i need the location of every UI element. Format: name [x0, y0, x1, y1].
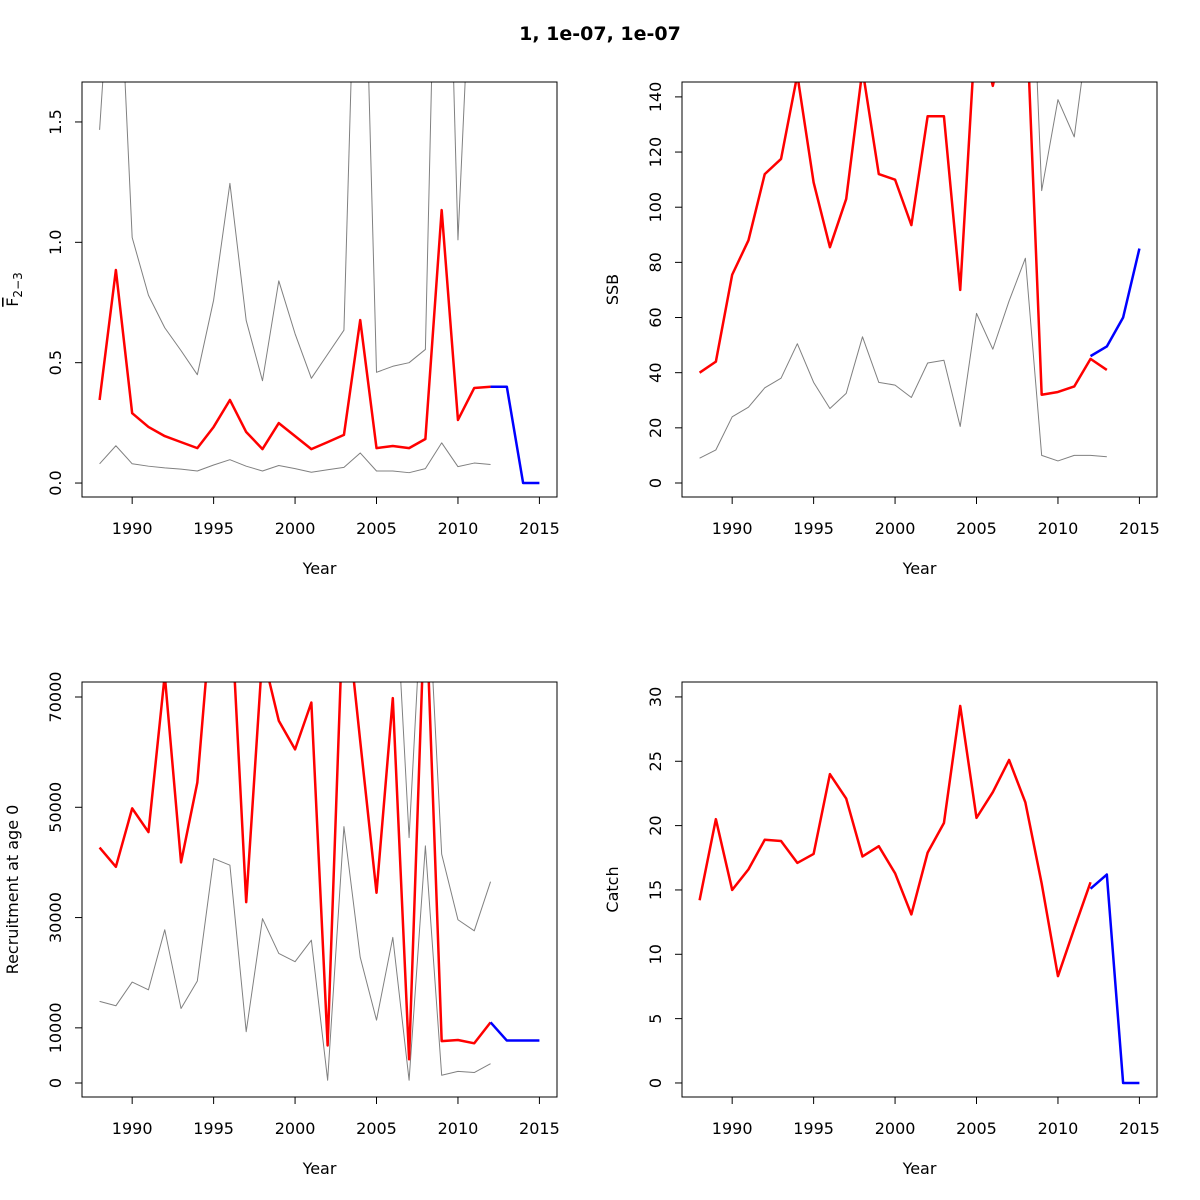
x-tick-label: 2010 [1038, 1119, 1079, 1138]
y-tick-label: 20 [646, 815, 665, 835]
x-tick-label: 2010 [438, 1119, 479, 1138]
x-tick-label: 2010 [1038, 519, 1079, 538]
data-line [1036, 82, 1083, 192]
y-tick-label: 30 [646, 687, 665, 707]
y-tick-label: 80 [646, 252, 665, 272]
plot-area [98, 82, 540, 485]
x-tick-label: 2000 [275, 519, 316, 538]
y-axis-title: F2−3 [3, 272, 25, 307]
x-axis-title: Year [302, 559, 337, 578]
plot-area [698, 704, 1140, 1085]
y-tick-label: 60 [646, 307, 665, 327]
x-tick-label: 2015 [1119, 1119, 1160, 1138]
x-tick-label: 2000 [875, 519, 916, 538]
y-tick-label: 30000 [46, 892, 65, 943]
plot-area [698, 82, 1141, 462]
y-tick-label: 15 [646, 880, 665, 900]
data-line [698, 704, 1092, 978]
data-line [98, 682, 492, 1061]
data-line [99, 82, 466, 382]
data-line [490, 385, 540, 485]
data-line [98, 208, 491, 451]
x-tick-label: 2015 [519, 1119, 560, 1138]
x-tick-label: 2000 [875, 1119, 916, 1138]
x-tick-label: 2005 [956, 1119, 997, 1138]
y-tick-label: 70000 [46, 672, 65, 723]
y-axis-title: Catch [603, 866, 622, 912]
x-tick-label: 2000 [275, 1119, 316, 1138]
y-tick-label: 10 [646, 944, 665, 964]
figure-title: 1, 1e-07, 1e-07 [519, 23, 681, 45]
x-tick-label: 1995 [193, 1119, 234, 1138]
y-tick-label: 0 [46, 1078, 65, 1088]
x-tick-label: 1990 [112, 1119, 153, 1138]
x-axis-title: Year [902, 559, 937, 578]
x-tick-label: 1995 [193, 519, 234, 538]
plot-area [98, 682, 540, 1081]
y-tick-label: 10000 [46, 1002, 65, 1053]
data-line [699, 257, 1107, 462]
y-axis-title: SSB [603, 274, 622, 305]
x-tick-label: 2005 [956, 519, 997, 538]
x-tick-label: 1990 [712, 519, 753, 538]
x-tick-label: 1995 [793, 1119, 834, 1138]
y-tick-label: 140 [646, 82, 665, 113]
y-tick-label: 40 [646, 362, 665, 382]
y-tick-label: 1.0 [46, 230, 65, 255]
y-axis-title-main: SSB [603, 274, 622, 305]
x-tick-label: 2005 [356, 1119, 397, 1138]
y-axis-title-main: Recruitment at age 0 [3, 805, 22, 975]
data-line [99, 442, 491, 474]
x-tick-label: 1995 [793, 519, 834, 538]
plot-box [681, 81, 1158, 498]
x-tick-label: 2010 [438, 519, 479, 538]
data-line [99, 826, 491, 1081]
x-tick-label: 1990 [712, 1119, 753, 1138]
y-axis-title: Recruitment at age 0 [3, 805, 22, 975]
plot-box [81, 81, 558, 498]
y-tick-label: 0.5 [46, 350, 65, 375]
y-tick-label: 1.5 [46, 109, 65, 134]
y-tick-label: 120 [646, 137, 665, 168]
y-tick-label: 20 [646, 418, 665, 438]
plot-box [681, 681, 1158, 1098]
x-tick-label: 1990 [112, 519, 153, 538]
y-tick-label: 5 [646, 1014, 665, 1024]
data-line [1089, 248, 1141, 358]
y-tick-label: 0.0 [46, 470, 65, 495]
y-tick-label: 0 [646, 478, 665, 488]
x-tick-label: 2005 [356, 519, 397, 538]
y-axis-title-main: F [3, 298, 22, 307]
data-line [489, 1021, 540, 1042]
data-line [1089, 873, 1140, 1085]
y-tick-label: 25 [646, 751, 665, 771]
y-tick-label: 50000 [46, 782, 65, 833]
y-tick-label: 0 [646, 1078, 665, 1088]
y-tick-label: 100 [646, 192, 665, 223]
y-axis-title-main: Catch [603, 866, 622, 912]
y-axis-title-subscript: 2−3 [11, 272, 25, 297]
x-tick-label: 2015 [519, 519, 560, 538]
x-axis-title: Year [902, 1159, 937, 1178]
x-axis-title: Year [302, 1159, 337, 1178]
x-tick-label: 2015 [1119, 519, 1160, 538]
data-line [698, 82, 1108, 396]
